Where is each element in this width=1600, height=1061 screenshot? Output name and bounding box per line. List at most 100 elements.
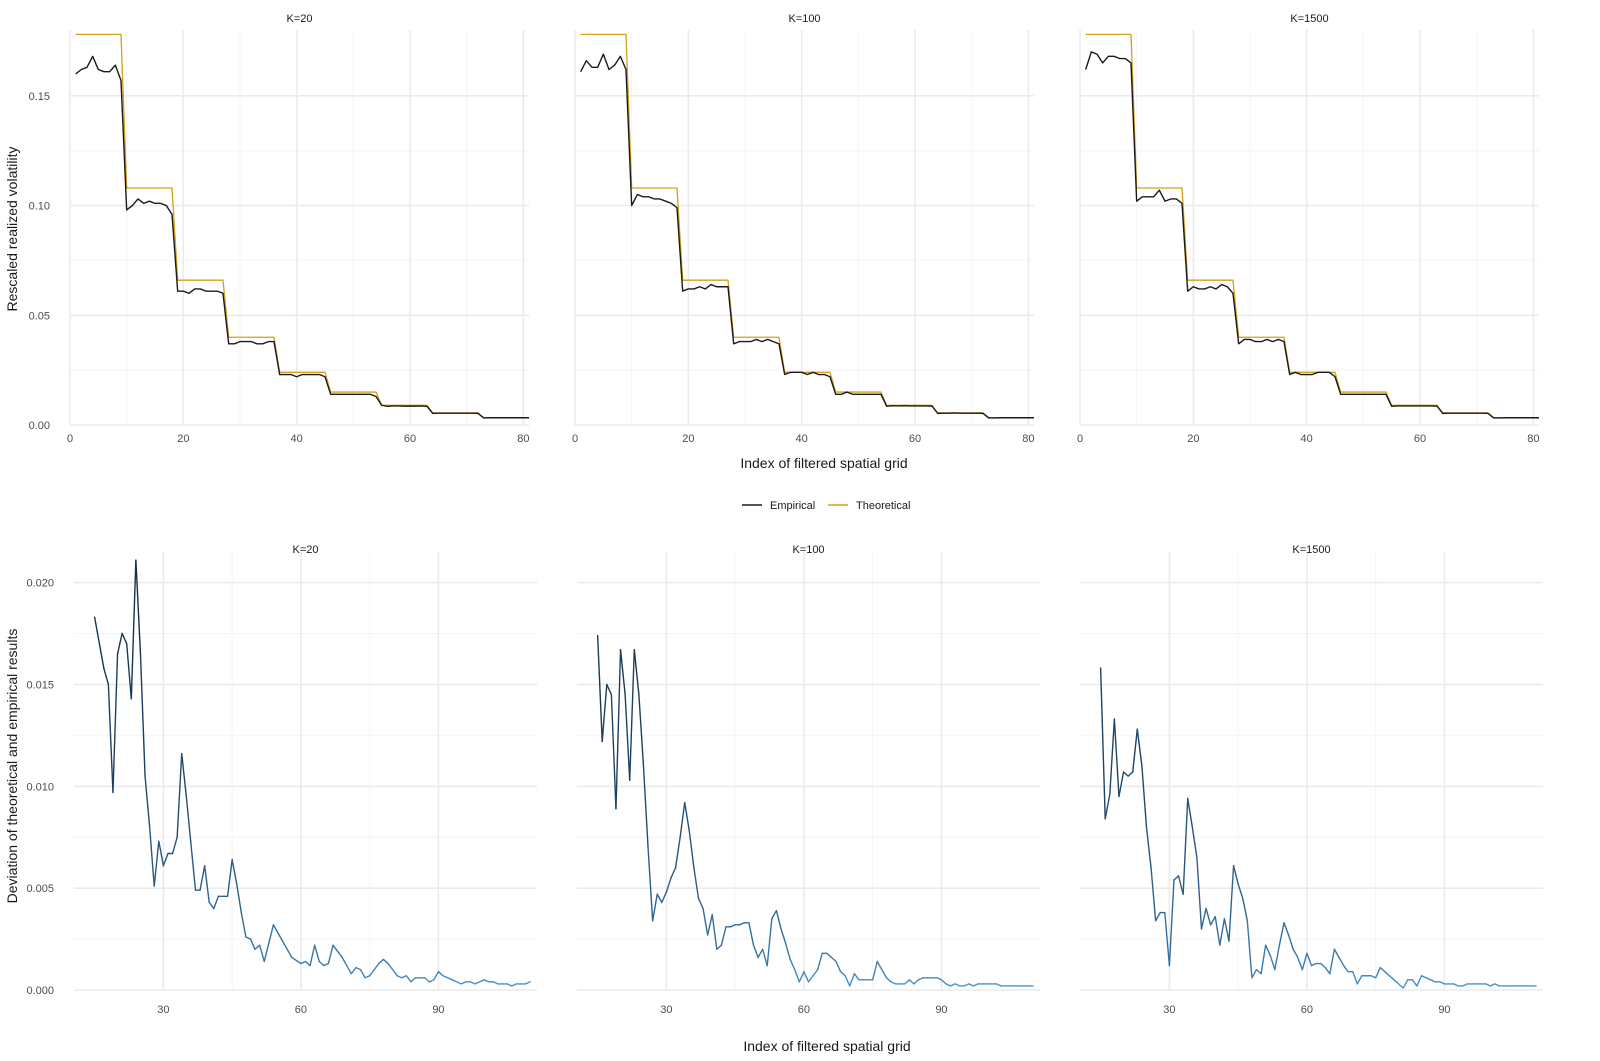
deviation-line-segment — [853, 973, 860, 981]
deviation-line-segment — [428, 979, 435, 983]
deviation-line-segment — [642, 765, 649, 849]
deviation-line-segment — [1310, 962, 1317, 967]
deviation-line-segment — [794, 968, 801, 983]
deviation-line-segment — [148, 826, 155, 887]
top-facet-1: K=100 0 20 40 60 80 — [572, 13, 1035, 445]
deviation-line-segment — [1145, 826, 1152, 869]
deviation-line-segment — [1191, 826, 1198, 859]
deviation-line-segment — [1255, 968, 1262, 975]
deviation-line-segment — [469, 981, 476, 985]
deviation-line-segment — [93, 616, 105, 669]
deviation-line-segment — [885, 977, 892, 983]
deviation-line-segment — [226, 858, 233, 897]
top-y-axis-title: Rescaled realized volatility — [4, 147, 20, 312]
deviation-line-segment — [766, 917, 773, 967]
deviation-line-segment — [904, 979, 911, 985]
empirical-line — [580, 53, 1034, 419]
deviation-line-segment — [1352, 970, 1359, 985]
deviation-line-segment — [1402, 979, 1409, 989]
deviation-line-segment — [254, 944, 261, 950]
deviation-line-segment — [1393, 979, 1400, 985]
deviation-line-segment — [803, 970, 810, 983]
theoretical-line — [75, 33, 529, 419]
x-tick-label: 0 — [572, 433, 578, 445]
deviation-line-segment — [1379, 966, 1386, 973]
deviation-line-segment — [387, 962, 394, 971]
deviation-line-segment — [624, 693, 631, 781]
deviation-line-segment — [1292, 948, 1299, 959]
deviation-line-segment — [908, 979, 915, 985]
deviation-line-segment — [1150, 867, 1157, 922]
deviation-line-segment — [1168, 879, 1175, 967]
deviation-line-segment — [1127, 771, 1134, 777]
deviation-line-segment — [807, 975, 814, 983]
x-tick-label: 0 — [1077, 433, 1083, 445]
deviation-line-segment — [1425, 977, 1432, 981]
deviation-line-segment — [231, 858, 238, 885]
deviation-line-segment — [1154, 911, 1161, 922]
deviation-line-segment — [373, 962, 380, 971]
y-tick-label: 0.015 — [26, 679, 54, 691]
deviation-line-segment — [697, 897, 704, 910]
deviation-line-segment — [341, 956, 348, 967]
deviation-line-segment — [816, 952, 823, 971]
deviation-line-segment — [300, 960, 307, 965]
top-facet-2: K=1500 0 20 40 60 80 — [1077, 13, 1540, 445]
deviation-line-segment — [798, 970, 805, 983]
deviation-line-segment — [596, 634, 603, 743]
deviation-line-segment — [679, 801, 686, 838]
facet-title: K=20 — [287, 13, 313, 25]
deviation-line-segment — [1283, 922, 1290, 936]
deviation-line-segment — [1200, 907, 1207, 930]
deviation-line-segment — [1219, 917, 1226, 946]
legend: Empirical Theoretical — [742, 500, 910, 512]
deviation-line-segment — [839, 970, 846, 977]
x-tick-label: 80 — [1022, 433, 1034, 445]
deviation-line-segment — [460, 981, 467, 985]
deviation-line-segment — [963, 983, 970, 987]
empirical-line — [1085, 51, 1539, 419]
x-tick-label: 90 — [935, 1004, 947, 1016]
x-tick-label: 60 — [1414, 433, 1426, 445]
deviation-line-segment — [236, 883, 243, 914]
deviation-line-segment — [940, 979, 947, 985]
deviation-line-segment — [1411, 979, 1418, 987]
deviation-line-segment — [1141, 765, 1148, 828]
x-tick-label: 30 — [660, 1004, 672, 1016]
deviation-line-segment — [116, 632, 123, 655]
deviation-line-segment — [1429, 979, 1436, 983]
y-tick-label: 0.000 — [26, 985, 54, 997]
deviation-line-segment — [272, 924, 284, 942]
deviation-line-segment — [1338, 956, 1345, 967]
deviation-line-segment — [1370, 975, 1377, 979]
facet-title: K=1500 — [1292, 544, 1330, 556]
bottom-facet-1: K=100 30 60 90 — [577, 544, 1040, 1016]
deviation-line-segment — [121, 632, 128, 645]
deviation-line-segment — [158, 840, 165, 867]
deviation-line-segment — [181, 752, 188, 798]
deviation-line-segment — [1237, 883, 1244, 900]
deviation-line-segment — [771, 909, 778, 920]
deviation-line-segment — [1209, 915, 1216, 926]
deviation-line-segment — [1122, 771, 1129, 777]
bottom-y-axis-title: Deviation of theoretical and empirical r… — [4, 629, 20, 904]
deviation-line-segment — [651, 893, 658, 922]
deviation-line-segment — [748, 922, 755, 946]
x-tick-label: 20 — [177, 433, 189, 445]
deviation-line-segment — [775, 909, 782, 930]
deviation-line-segment — [647, 846, 654, 922]
deviation-line-segment — [661, 891, 668, 904]
deviation-line-segment — [1388, 975, 1395, 981]
deviation-line-segment — [1182, 797, 1189, 895]
deviation-line-segment — [1416, 975, 1423, 987]
y-tick-label: 0.005 — [26, 883, 54, 895]
deviation-line-segment — [368, 968, 375, 977]
deviation-line-segment — [478, 979, 485, 983]
deviation-line-segment — [739, 922, 746, 926]
deviation-line-segment — [835, 960, 842, 973]
deviation-line-segment — [162, 852, 169, 867]
deviation-line-segment — [190, 842, 197, 891]
deviation-line-segment — [433, 970, 440, 981]
deviation-line-segment — [103, 667, 110, 686]
y-tick-label: 0.010 — [26, 781, 54, 793]
